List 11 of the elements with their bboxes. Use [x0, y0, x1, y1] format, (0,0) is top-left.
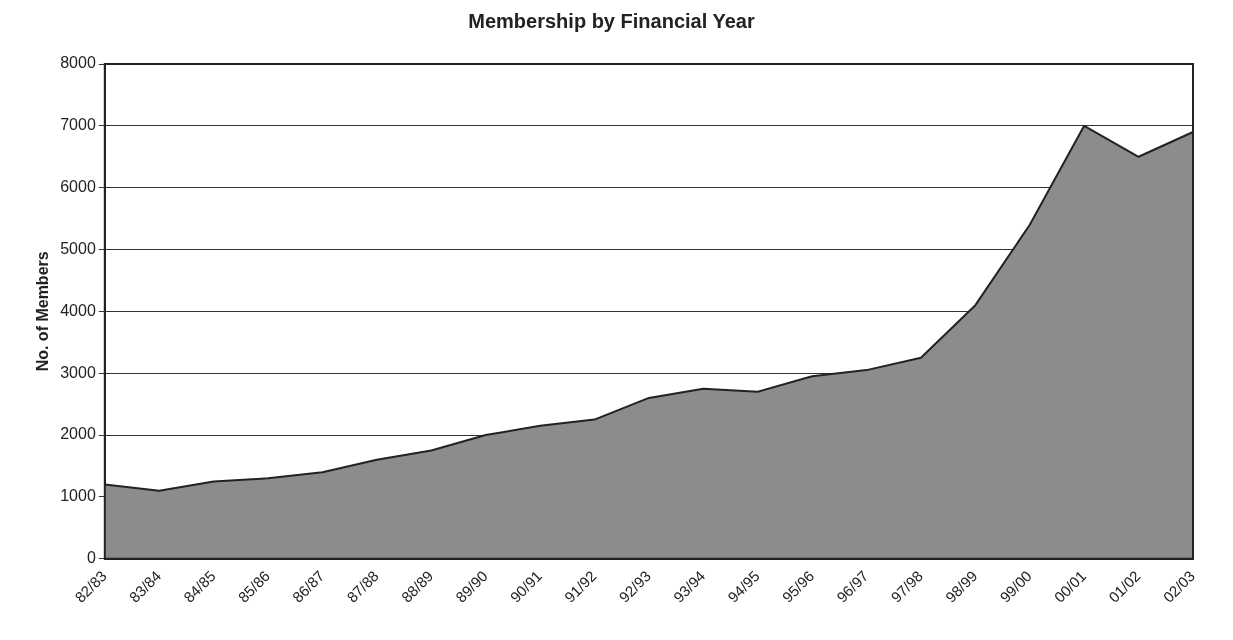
y-tick-label: 6000	[60, 178, 96, 196]
y-tick-label: 7000	[60, 116, 96, 134]
y-tick-label: 5000	[60, 239, 96, 257]
y-tick-label: 4000	[60, 301, 96, 319]
y-tick-label: 8000	[60, 54, 96, 72]
y-axis-title: No. of Members	[34, 251, 52, 372]
chart-title: Membership by Financial Year	[468, 9, 755, 32]
y-tick-label: 0	[86, 549, 96, 567]
y-tick-label: 1000	[60, 487, 96, 505]
y-tick-label: 2000	[60, 425, 96, 443]
y-tick-label: 3000	[60, 363, 96, 381]
